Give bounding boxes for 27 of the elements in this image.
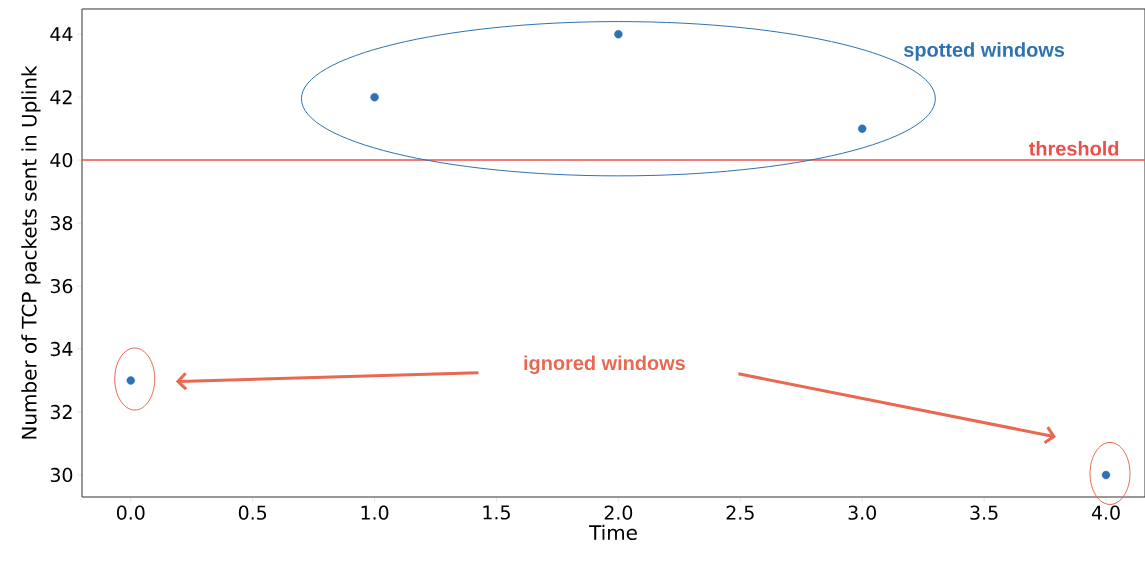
y-tick-label: 30 (50, 467, 73, 483)
y-tick-label: 40 (50, 152, 73, 168)
point (614, 29, 623, 39)
y-tick-label: 44 (50, 27, 73, 42)
y-tick-label: 36 (50, 278, 73, 294)
x-tick-label: 1.5 (483, 505, 510, 520)
point (1101, 470, 1111, 480)
x-tick-label: 2.0 (604, 505, 633, 520)
annotation: ignored windows (524, 355, 685, 375)
x-tick-label: 2.5 (726, 505, 754, 520)
x-tick-label: 3.0 (848, 505, 876, 520)
x-tick-label: 3.5 (970, 505, 998, 520)
x-tick-label: 1.0 (361, 505, 389, 520)
x-axis-title: Time (589, 524, 637, 541)
y-tick-label: 42 (50, 90, 72, 105)
x-tick-label: 0.0 (116, 505, 145, 520)
annotation: spotted windows (904, 42, 1065, 61)
point (370, 92, 379, 102)
x-tick-label: 0.5 (238, 505, 267, 520)
x-tick-label: 4.0 (1091, 505, 1120, 520)
point (857, 124, 867, 133)
y-axis-title: Number of TCP packets sent in Uplink (21, 65, 41, 439)
y-tick-label: 38 (50, 215, 73, 231)
point (126, 376, 135, 385)
y-tick-label: 34 (50, 341, 73, 357)
y-tick-label: 32 (50, 404, 72, 420)
ref-line-label: threshold (1028, 140, 1119, 156)
